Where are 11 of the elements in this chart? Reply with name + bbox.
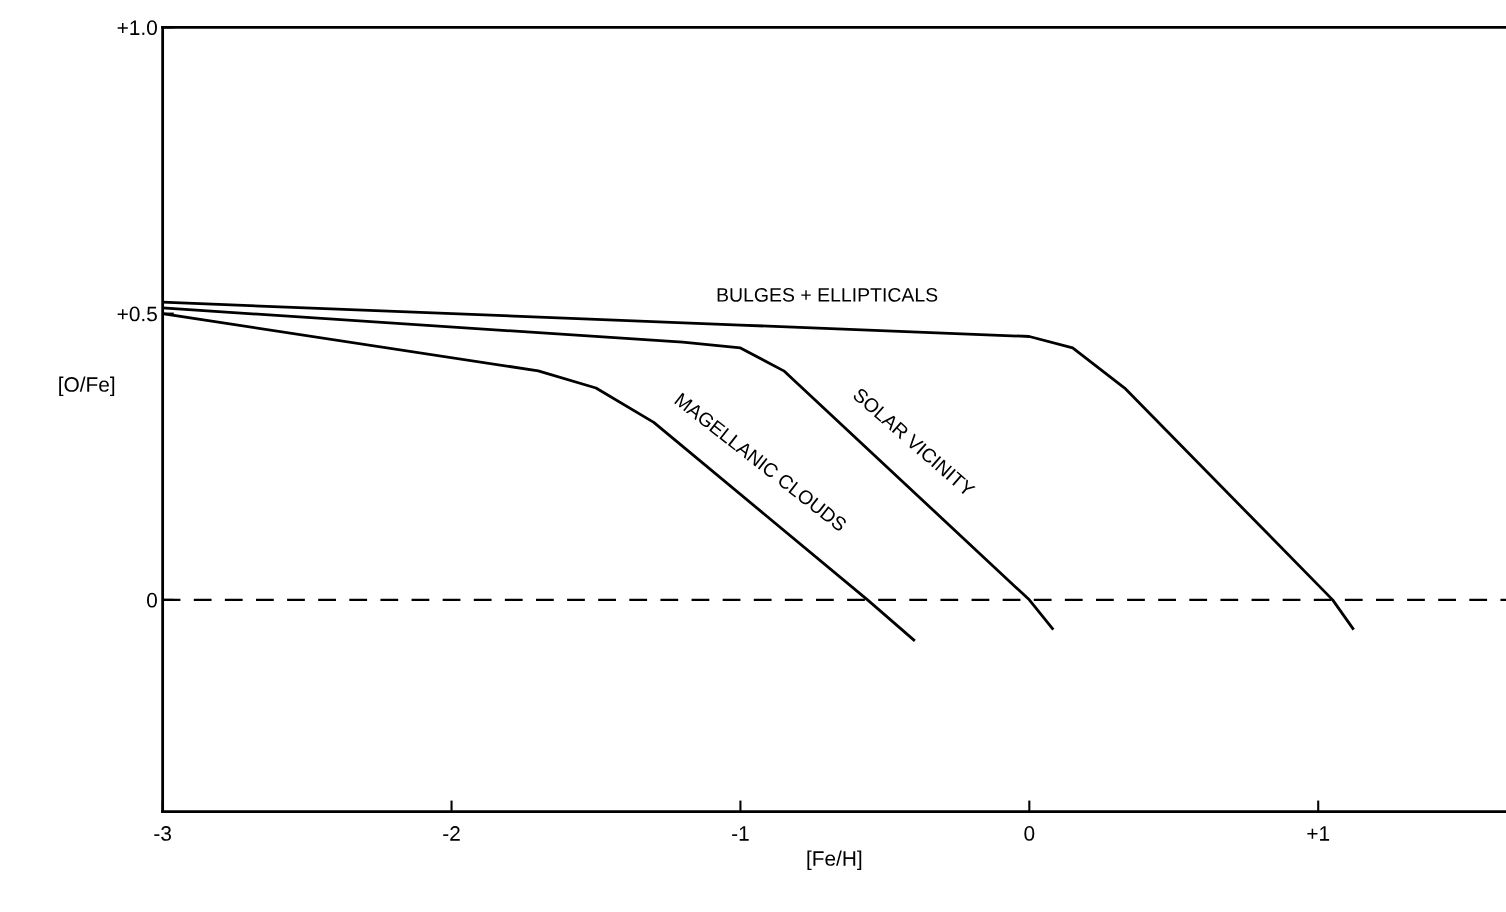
y-tick-label: 0: [147, 592, 157, 608]
x-tick-label: 0: [1024, 826, 1035, 841]
x-tick-label: -1: [732, 826, 749, 841]
y-axis-title: [O/Fe]: [59, 376, 115, 396]
x-tick-label: +1: [1307, 826, 1330, 841]
x-tick-label: -2: [443, 826, 460, 841]
series-label: BULGES + ELLIPTICALS: [717, 288, 938, 302]
x-tick-label: -3: [154, 826, 171, 841]
x-axis-title: [Fe/H]: [807, 850, 862, 870]
y-tick-label: +0.5: [117, 306, 157, 322]
y-tick-label: +1.0: [117, 20, 157, 36]
